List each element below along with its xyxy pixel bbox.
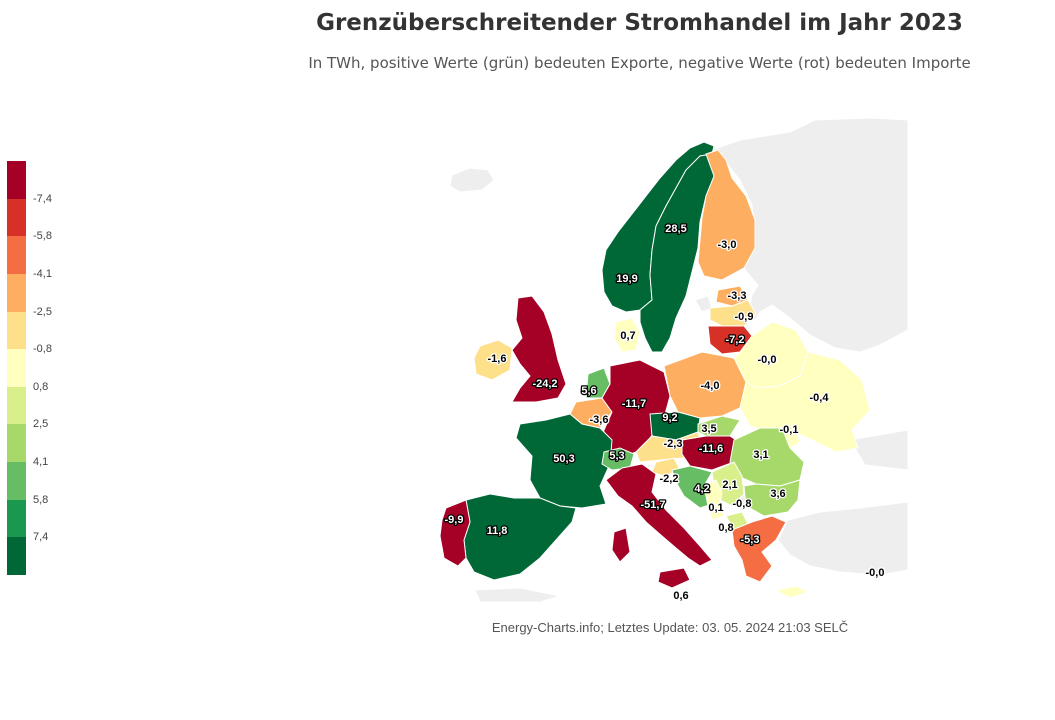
country-shape-it-sicily: [657, 567, 691, 589]
legend-tick-label: -5,8: [33, 230, 52, 243]
value-label-lv: -0,9: [735, 311, 754, 323]
country-shape-se: [639, 153, 717, 353]
country-shape-gb: [511, 295, 567, 403]
color-legend: -7,4 -5,8 -4,1 -2,5 -0,8 0,8 2,5 4,1 5,8…: [7, 161, 67, 576]
legend-tick-label: -7,4: [33, 192, 52, 205]
europe-map: 19,9 28,5 -3,0 -3,3 -0,9 -7,2 0,7 -1,6 -24,2 5,6 -…: [420, 112, 920, 602]
source-credit: Energy-Charts.info; Letztes Update: 03. …: [491, 620, 849, 635]
value-label-dk: 0,7: [620, 330, 635, 342]
value-label-de: -11,7: [622, 398, 646, 410]
value-label-hu: -11,6: [699, 443, 723, 455]
country-shape-gr: [731, 515, 787, 583]
value-label-tr: -0,0: [866, 567, 885, 579]
morocco-shape: [474, 587, 561, 602]
value-label-ch: 5,3: [609, 450, 624, 462]
legend-swatch: [7, 236, 26, 275]
value-label-it: -51,7: [640, 499, 665, 511]
value-label-ba: -0,8: [733, 498, 752, 510]
country-shape-me: [707, 503, 725, 521]
value-label-rs: 2,1: [722, 479, 737, 491]
legend-tick-label: -4,1: [33, 267, 52, 280]
value-label-pl: -4,0: [701, 380, 720, 392]
country-shape-dk: [613, 317, 641, 353]
value-label-se: 28,5: [665, 223, 686, 235]
value-label-bg: 3,6: [770, 488, 785, 500]
country-shape-bg: [743, 479, 801, 517]
legend-swatch: [7, 198, 26, 237]
country-shape-lv: [709, 299, 757, 327]
legend-tick-label: -2,5: [33, 305, 52, 318]
belarus-north-region-shape: [694, 295, 713, 313]
value-label-no: 19,9: [616, 273, 637, 285]
value-label-at: -2,3: [664, 438, 683, 450]
country-shape-pl: [663, 351, 747, 419]
value-label-es: 11,8: [487, 525, 508, 537]
country-shape-it: [605, 463, 713, 567]
legend-tick-label: 7,4: [33, 531, 49, 544]
legend-swatch: [7, 499, 26, 538]
value-label-gr: -5,3: [741, 534, 760, 546]
value-label-fi: -3,0: [718, 239, 737, 251]
value-label-ua: -0,4: [810, 392, 830, 404]
value-label-sk: 3,5: [701, 423, 716, 435]
legend-swatch: [7, 349, 26, 388]
legend-tick-label: 0,8: [33, 380, 49, 393]
legend-tick-label: 5,8: [33, 493, 49, 506]
value-label-hr: 4,2: [694, 483, 709, 495]
legend-swatch: [7, 311, 26, 350]
country-shape-mt: [679, 594, 687, 601]
country-shapes: [439, 141, 871, 601]
map-title: Grenzüberschreitender Stromhandel im Jah…: [316, 10, 963, 36]
country-shape-ie: [473, 339, 513, 381]
legend-tick-label: -0,8: [33, 343, 52, 356]
value-label-ee: -3,3: [728, 290, 747, 302]
legend-tick-label: 2,5: [33, 418, 49, 431]
legend-swatch: [7, 273, 26, 313]
caucasus-region-shape: [849, 429, 909, 471]
legend-tick-label: 4,1: [33, 456, 49, 469]
non-reporting-regions: [449, 117, 909, 602]
value-label-md: -0,1: [780, 424, 799, 436]
country-shape-pt: [439, 499, 471, 567]
value-label-lt: -7,2: [726, 334, 745, 346]
legend-swatch: [7, 462, 26, 501]
legend-swatch: [7, 161, 26, 200]
value-label-si: -2,2: [660, 473, 679, 485]
value-label-cz: 9,2: [662, 412, 677, 424]
value-label-nl: 5,6: [581, 385, 596, 397]
country-shape-tr: [774, 585, 810, 599]
value-label-mt: 0,6: [673, 590, 688, 602]
country-shape-es: [463, 493, 577, 581]
iceland-shape: [449, 167, 495, 193]
legend-swatch: [7, 537, 26, 576]
europe-map-svg: 19,9 28,5 -3,0 -3,3 -0,9 -7,2 0,7 -1,6 -24,2 5,6 -…: [439, 117, 909, 602]
turkey-shape: [777, 501, 909, 576]
map-subtitle: In TWh, positive Werte (grün) bedeuten E…: [308, 54, 971, 72]
value-label-be: -3,6: [590, 414, 609, 426]
value-label-pt: -9,9: [445, 514, 464, 526]
value-label-fr: 50,3: [553, 453, 574, 465]
value-label-ie: -1,6: [488, 353, 507, 365]
value-label-ro: 3,1: [753, 449, 768, 461]
value-label-mk: 0,8: [718, 522, 733, 534]
legend-swatch: [7, 424, 26, 463]
value-label-by: -0,0: [758, 354, 777, 366]
country-shape-ba: [703, 479, 723, 507]
value-label-gb: -24,2: [532, 378, 557, 390]
value-labels: 19,9 28,5 -3,0 -3,3 -0,9 -7,2 0,7 -1,6 -24,2 5,6 -…: [443, 222, 886, 602]
value-label-me: 0,1: [708, 502, 723, 514]
country-shape-it-sardinia: [611, 527, 631, 563]
country-shape-fi: [697, 149, 756, 281]
legend-swatch: [7, 386, 26, 425]
